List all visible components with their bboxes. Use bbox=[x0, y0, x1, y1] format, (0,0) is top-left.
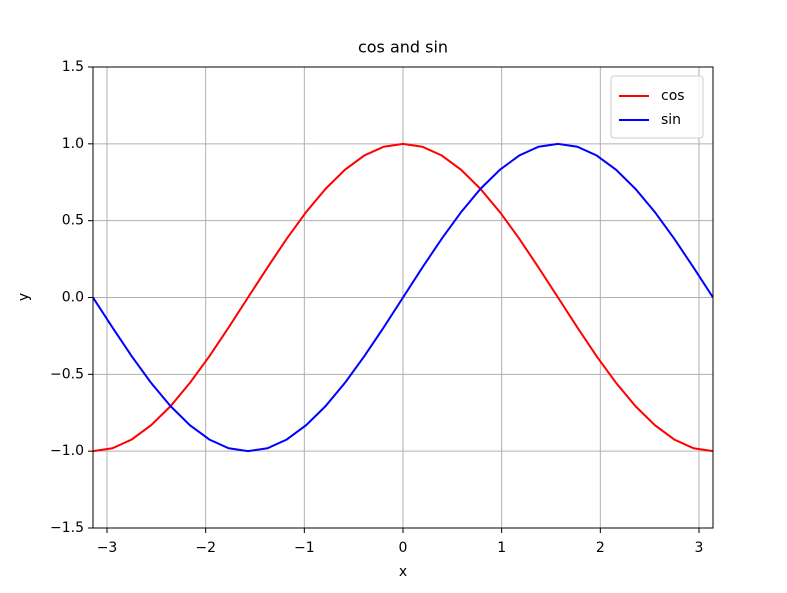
y-tick-label: 0.0 bbox=[62, 290, 84, 306]
y-tick-label: −1.0 bbox=[50, 443, 84, 459]
y-tick-label: −1.5 bbox=[50, 520, 84, 536]
y-axis-label: y bbox=[16, 293, 32, 301]
x-tick-label: 3 bbox=[695, 540, 704, 556]
y-tick-label: 1.0 bbox=[62, 136, 84, 152]
legend-box bbox=[610, 75, 704, 139]
y-tick-label: 1.5 bbox=[62, 59, 84, 75]
y-tick-label: 0.5 bbox=[62, 213, 84, 229]
legend-label: sin bbox=[661, 112, 681, 128]
x-tick-label: −2 bbox=[195, 540, 216, 556]
line bbox=[93, 142, 713, 453]
y-tick-label: −0.5 bbox=[50, 366, 84, 382]
plot-frame bbox=[92, 66, 714, 529]
legend-label: cos bbox=[661, 88, 685, 104]
chart-title: cos and sin bbox=[358, 38, 448, 57]
x-tick-label: −3 bbox=[97, 540, 118, 556]
x-tick-label: 2 bbox=[596, 540, 605, 556]
x-tick-label: 0 bbox=[399, 540, 408, 556]
x-tick-label: −1 bbox=[294, 540, 315, 556]
x-tick-label: 1 bbox=[497, 540, 506, 556]
line bbox=[93, 142, 713, 453]
x-axis-label: x bbox=[399, 564, 407, 580]
